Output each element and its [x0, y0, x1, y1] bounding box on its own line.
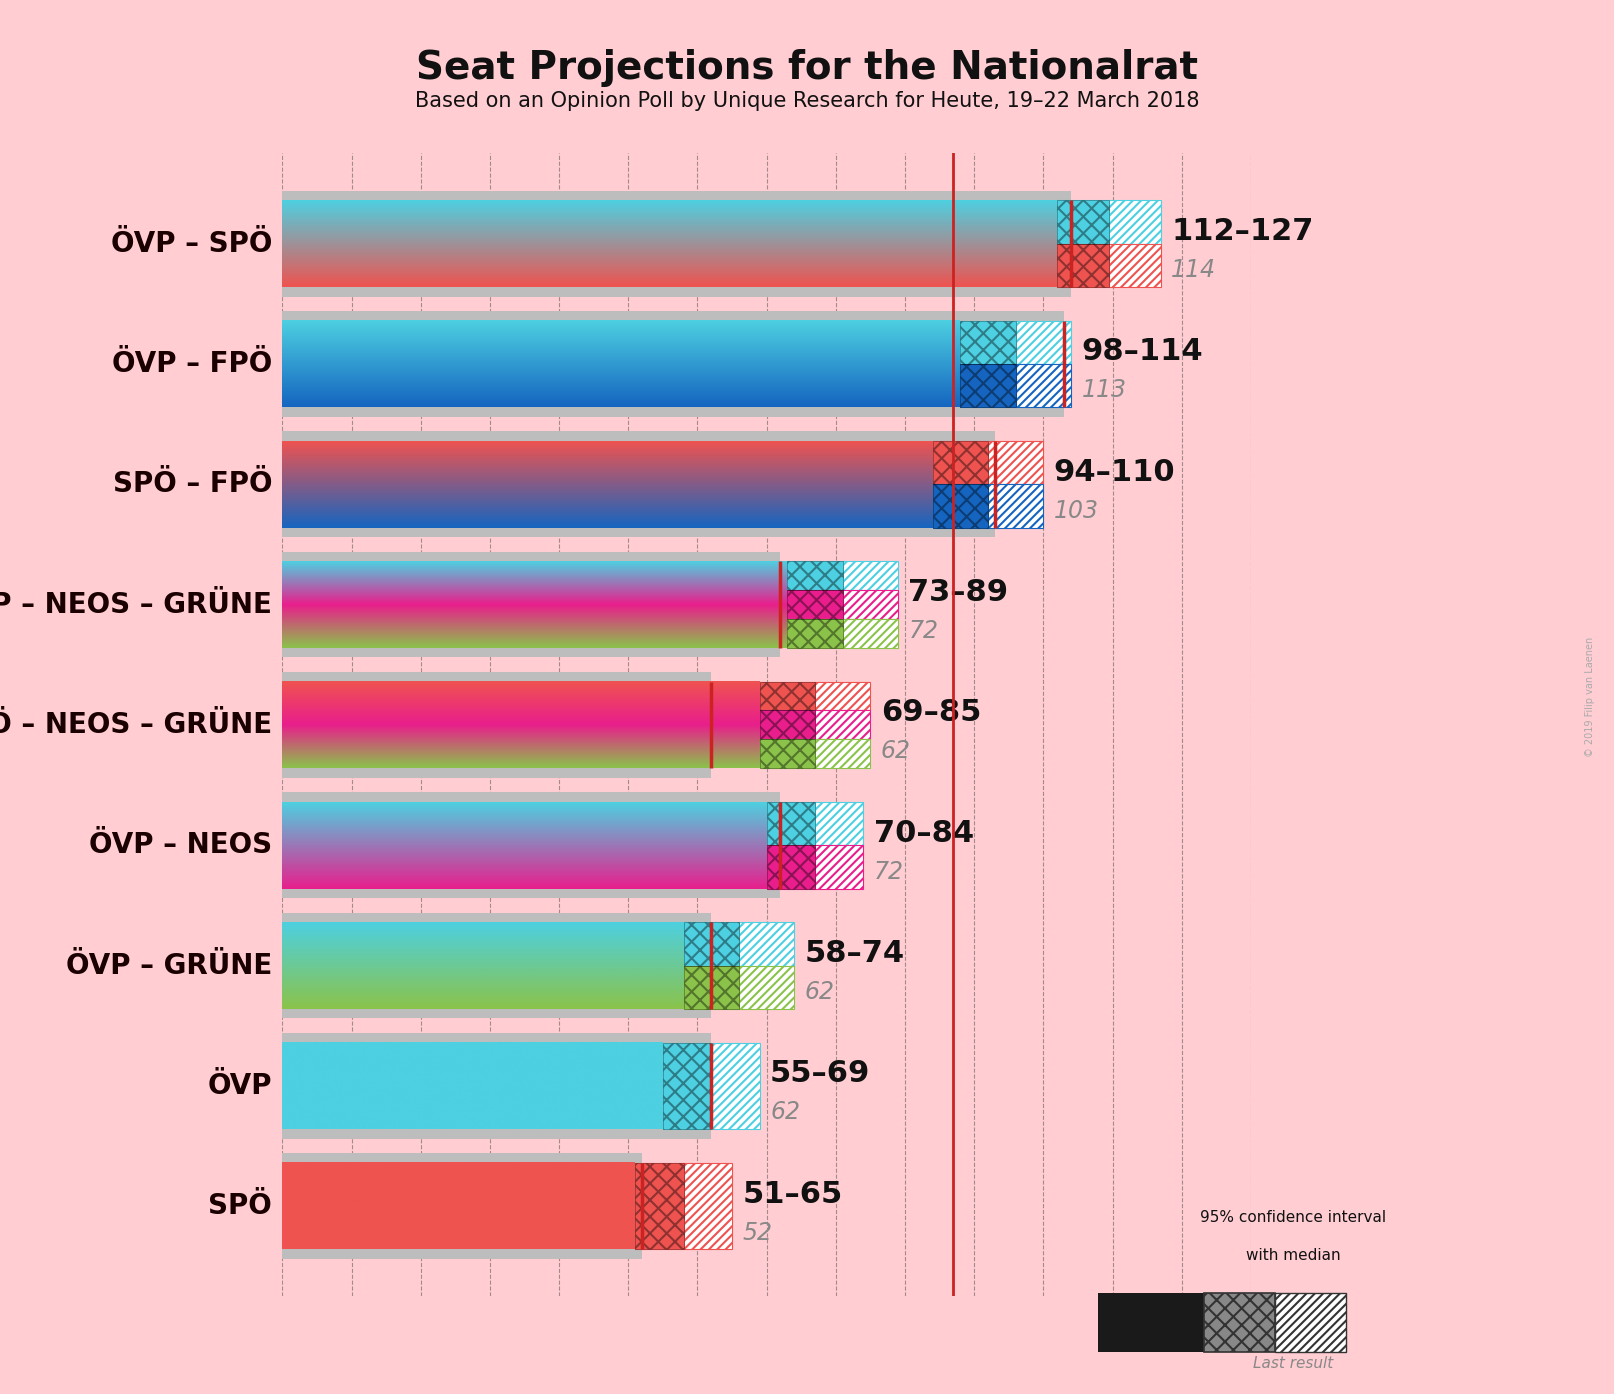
Text: SPÖ – NEOS – GRÜNE: SPÖ – NEOS – GRÜNE	[0, 711, 273, 739]
Bar	[933, 441, 988, 484]
Bar	[1057, 244, 1109, 287]
Bar	[843, 590, 897, 619]
Text: Last result: Last result	[1252, 1356, 1333, 1372]
Bar	[815, 845, 863, 888]
Text: 70–84: 70–84	[873, 818, 973, 848]
Bar	[933, 484, 988, 527]
Bar	[684, 966, 739, 1009]
Bar	[663, 1043, 712, 1129]
Text: 51–65: 51–65	[742, 1179, 843, 1209]
Bar	[684, 923, 739, 966]
Bar	[788, 619, 843, 648]
Text: 62: 62	[881, 739, 910, 764]
Bar	[960, 321, 1015, 364]
Text: 58–74: 58–74	[805, 940, 905, 967]
Text: ÖVP – NEOS: ÖVP – NEOS	[89, 831, 273, 859]
Bar	[739, 923, 794, 966]
Text: 62: 62	[770, 1100, 801, 1125]
Bar	[788, 619, 843, 648]
Text: ÖVP – FPÖ: ÖVP – FPÖ	[111, 350, 273, 378]
Bar	[636, 1163, 684, 1249]
Bar	[815, 711, 870, 739]
Text: SPÖ: SPÖ	[208, 1192, 273, 1220]
Text: 69–85: 69–85	[881, 698, 981, 728]
Bar	[760, 739, 815, 768]
Bar	[1057, 201, 1109, 244]
Text: Seat Projections for the Nationalrat: Seat Projections for the Nationalrat	[416, 49, 1198, 86]
Bar	[1204, 1294, 1275, 1352]
Text: ÖVP – SPÖ: ÖVP – SPÖ	[111, 230, 273, 258]
Text: 73–89: 73–89	[909, 579, 1009, 606]
Text: Based on an Opinion Poll by Unique Research for Heute, 19–22 March 2018: Based on an Opinion Poll by Unique Resea…	[415, 91, 1199, 110]
Bar	[712, 1043, 760, 1129]
Bar	[282, 311, 1064, 417]
Bar	[1275, 1294, 1346, 1352]
Text: 62: 62	[805, 980, 834, 1004]
Bar	[767, 845, 815, 888]
Bar	[815, 739, 870, 768]
Bar	[282, 191, 1072, 297]
Bar	[1057, 244, 1109, 287]
Text: 113: 113	[1081, 378, 1127, 403]
Bar	[760, 682, 815, 711]
Text: ÖVP – GRÜNE: ÖVP – GRÜNE	[66, 952, 273, 980]
Bar	[760, 739, 815, 768]
Bar	[767, 845, 815, 888]
Bar	[815, 682, 870, 711]
Bar	[988, 484, 1043, 527]
Text: ÖVP: ÖVP	[208, 1072, 273, 1100]
Bar	[684, 966, 739, 1009]
Bar	[1057, 201, 1109, 244]
Bar	[282, 672, 712, 778]
Text: with median: with median	[1246, 1248, 1340, 1263]
Bar	[684, 923, 739, 966]
Text: ÖVP – NEOS – GRÜNE: ÖVP – NEOS – GRÜNE	[0, 591, 273, 619]
Bar	[282, 1153, 642, 1259]
Bar	[739, 966, 794, 1009]
Text: © 2019 Filip van Laenen: © 2019 Filip van Laenen	[1585, 637, 1595, 757]
Bar	[788, 590, 843, 619]
Bar	[760, 682, 815, 711]
Text: 114: 114	[1172, 258, 1217, 282]
Bar	[933, 484, 988, 527]
Bar	[684, 1163, 733, 1249]
Bar	[960, 321, 1015, 364]
Bar	[282, 1033, 712, 1139]
Bar	[663, 1043, 712, 1129]
Text: 55–69: 55–69	[770, 1059, 870, 1089]
Bar	[843, 619, 897, 648]
Bar	[960, 364, 1015, 407]
Text: SPÖ – FPÖ: SPÖ – FPÖ	[113, 470, 273, 498]
Text: 72: 72	[909, 619, 938, 643]
Text: 72: 72	[873, 860, 904, 884]
Bar	[1098, 1294, 1204, 1352]
Bar	[1015, 364, 1072, 407]
Bar	[788, 562, 843, 590]
Bar	[960, 364, 1015, 407]
Bar	[767, 802, 815, 845]
Text: 112–127: 112–127	[1172, 217, 1314, 247]
Bar	[788, 562, 843, 590]
Bar	[282, 431, 994, 537]
Bar	[815, 802, 863, 845]
Text: 52: 52	[742, 1221, 773, 1245]
Bar	[1109, 201, 1160, 244]
Bar	[636, 1163, 684, 1249]
Bar	[760, 711, 815, 739]
Bar	[767, 802, 815, 845]
Text: 98–114: 98–114	[1081, 337, 1202, 367]
Bar	[1109, 244, 1160, 287]
Bar	[933, 441, 988, 484]
Bar	[1015, 321, 1072, 364]
Text: 103: 103	[1054, 499, 1099, 523]
Bar	[988, 441, 1043, 484]
Bar	[760, 711, 815, 739]
Bar	[282, 552, 781, 658]
Bar	[843, 562, 897, 590]
Bar	[282, 792, 781, 898]
Bar	[282, 913, 712, 1019]
Text: 95% confidence interval: 95% confidence interval	[1199, 1210, 1386, 1225]
Text: 94–110: 94–110	[1054, 457, 1175, 487]
Bar	[788, 590, 843, 619]
